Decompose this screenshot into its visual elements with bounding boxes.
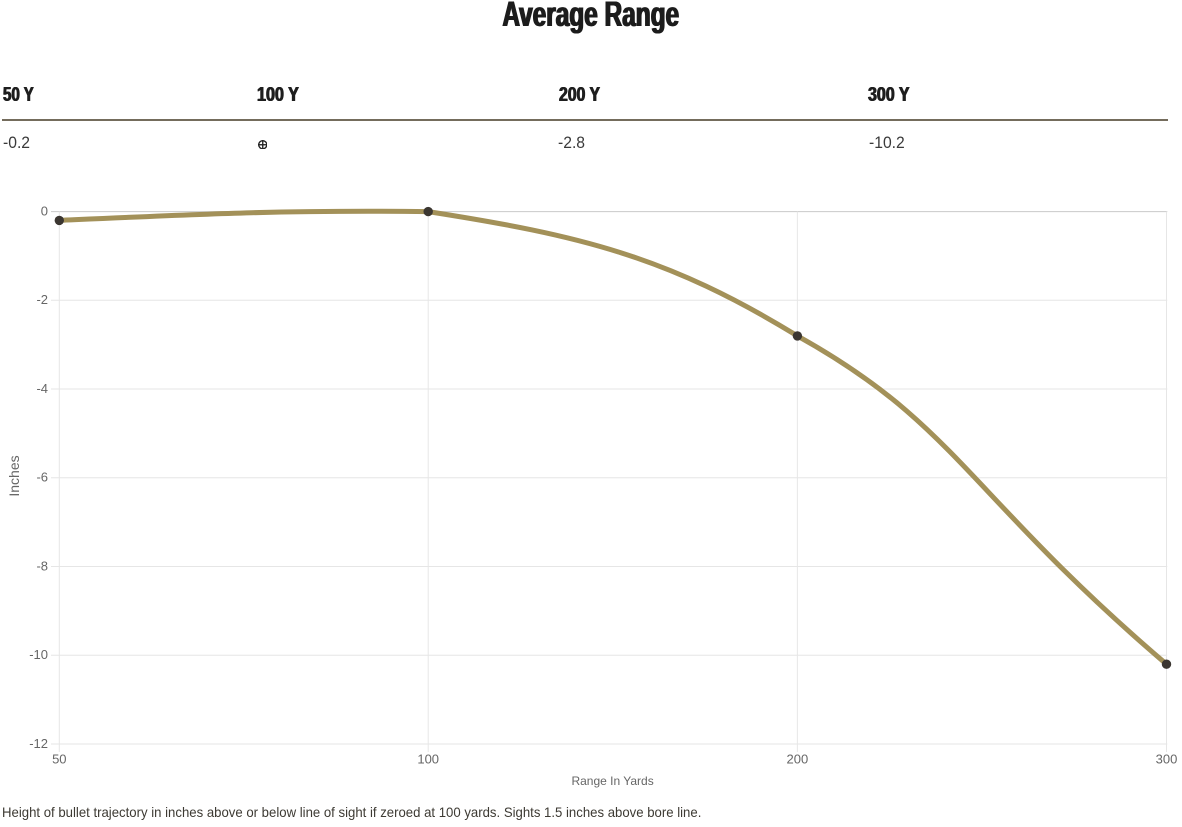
svg-text:50: 50	[52, 752, 66, 767]
svg-text:300: 300	[1156, 752, 1178, 767]
svg-text:-4: -4	[36, 381, 48, 396]
svg-text:200: 200	[786, 752, 808, 767]
svg-text:-12: -12	[29, 736, 48, 751]
svg-text:100: 100	[417, 752, 439, 767]
svg-text:-6: -6	[36, 470, 48, 485]
svg-text:-10: -10	[29, 647, 48, 662]
svg-text:-8: -8	[36, 558, 48, 573]
svg-text:-2: -2	[36, 292, 48, 307]
svg-text:0: 0	[41, 204, 48, 219]
svg-text:Range In Yards: Range In Yards	[571, 774, 653, 788]
svg-text:Inches: Inches	[6, 455, 22, 496]
